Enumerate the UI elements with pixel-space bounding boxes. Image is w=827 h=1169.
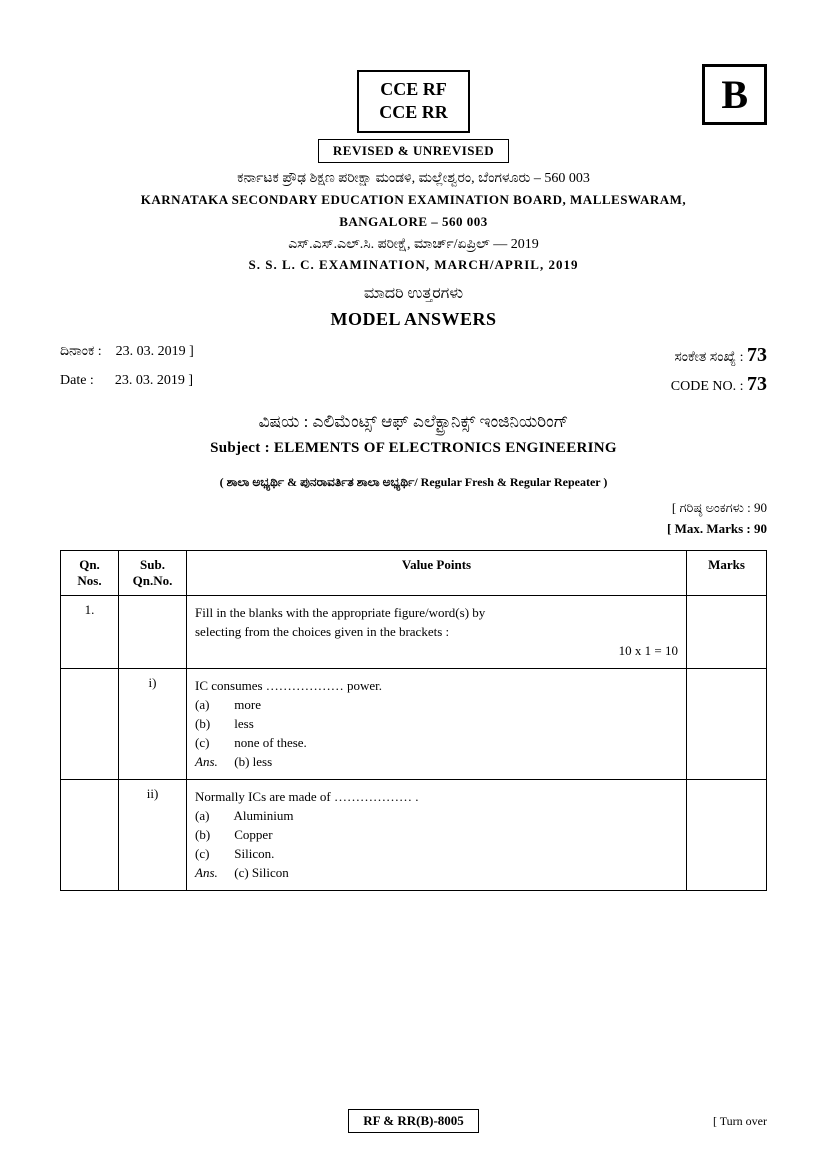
answer-row: Ans. (b) less xyxy=(195,754,678,770)
kn-board: ಕರ್ನಾಟಕ ಪ್ರೌಢ ಶಿಕ್ಷಣ ಪರೀಕ್ಷಾ ಮಂಡಳಿ, ಮಲ್ಲ… xyxy=(60,171,767,187)
regular-line: ( ಶಾಲಾ ಅಭ್ಯರ್ಥಿ & ಪುನರಾವರ್ತಿತ ಶಾಲಾ ಅಭ್ಯರ… xyxy=(60,475,767,490)
table-row: ii) Normally ICs are made of ……………… . (a… xyxy=(61,779,767,890)
cell-vp: Normally ICs are made of ……………… . (a) Al… xyxy=(187,779,687,890)
kn-date-value: 23. 03. 2019 ] xyxy=(116,344,194,359)
kn-date: ದಿನಾಂಕ : 23. 03. 2019 ] xyxy=(60,344,194,367)
en-max-marks: [ Max. Marks : 90 xyxy=(60,519,767,540)
option-value: Copper xyxy=(234,827,272,842)
th-marks: Marks xyxy=(687,550,767,595)
en-code-label: CODE NO. : xyxy=(671,379,744,394)
turn-over: [ Turn over xyxy=(713,1114,767,1129)
en-subject: Subject : ELEMENTS OF ELECTRONICS ENGINE… xyxy=(60,440,767,457)
option-key: (a) xyxy=(195,697,231,713)
kn-model: ಮಾದರಿ ಉತ್ತರಗಳು xyxy=(60,285,767,303)
option-key: (b) xyxy=(195,827,231,843)
cell-vp: IC consumes ……………… power. (a) more (b) l… xyxy=(187,668,687,779)
answer-label: Ans. xyxy=(195,865,231,881)
cell-sub xyxy=(119,595,187,668)
cell-qn xyxy=(61,668,119,779)
option-key: (a) xyxy=(195,808,231,824)
en-code: CODE NO. : 73 xyxy=(671,373,767,396)
question-stem: Normally ICs are made of ……………… . xyxy=(195,789,678,805)
cce-line-1: CCE RF xyxy=(379,78,448,101)
en-code-value: 73 xyxy=(747,373,767,395)
table-header-row: Qn.Nos. Sub.Qn.No. Value Points Marks xyxy=(61,550,767,595)
option-row: (c) none of these. xyxy=(195,735,678,751)
marks-block: [ ಗರಿಷ್ಠ ಅಂಕಗಳು : 90 [ Max. Marks : 90 xyxy=(60,498,767,540)
option-row: (a) Aluminium xyxy=(195,808,678,824)
th-qn: Qn.Nos. xyxy=(61,550,119,595)
option-row: (a) more xyxy=(195,697,678,713)
cell-sub: i) xyxy=(119,668,187,779)
kn-code-value: 73 xyxy=(747,344,767,366)
date-row-en: Date : 23. 03. 2019 ] CODE NO. : 73 xyxy=(60,373,767,396)
option-row: (b) less xyxy=(195,716,678,732)
option-row: (b) Copper xyxy=(195,827,678,843)
table-row: 1. Fill in the blanks with the appropria… xyxy=(61,595,767,668)
footer-code-box: RF & RR(B)-8005 xyxy=(348,1109,479,1133)
answer-value: (c) Silicon xyxy=(234,865,289,880)
answer-label: Ans. xyxy=(195,754,231,770)
en-date: Date : 23. 03. 2019 ] xyxy=(60,373,193,396)
cell-marks xyxy=(687,779,767,890)
kn-date-label: ದಿನಾಂಕ : xyxy=(60,344,102,359)
cce-box: CCE RF CCE RR xyxy=(357,70,470,133)
option-value: more xyxy=(234,697,261,712)
table-row: i) IC consumes ……………… power. (a) more (b… xyxy=(61,668,767,779)
answer-value: (b) less xyxy=(234,754,272,769)
kn-code: ಸಂಕೇತ ಸಂಖ್ಯೆ : 73 xyxy=(674,344,767,367)
en-board-line1: KARNATAKA SECONDARY EDUCATION EXAMINATIO… xyxy=(60,191,767,209)
cce-line-2: CCE RR xyxy=(379,101,448,124)
question-table: Qn.Nos. Sub.Qn.No. Value Points Marks 1.… xyxy=(60,550,767,891)
en-exam: S. S. L. C. EXAMINATION, MARCH/APRIL, 20… xyxy=(60,257,767,273)
cell-vp: Fill in the blanks with the appropriate … xyxy=(187,595,687,668)
en-date-value: 23. 03. 2019 ] xyxy=(115,373,193,388)
date-row-kn: ದಿನಾಂಕ : 23. 03. 2019 ] ಸಂಕೇತ ಸಂಖ್ಯೆ : 7… xyxy=(60,344,767,367)
footer-row: RF & RR(B)-8005 [ Turn over xyxy=(60,1109,767,1133)
th-vp: Value Points xyxy=(187,550,687,595)
vp-line: selecting from the choices given in the … xyxy=(195,624,678,640)
option-row: (c) Silicon. xyxy=(195,846,678,862)
option-value: Aluminium xyxy=(234,808,294,823)
kn-max-marks: [ ಗರಿಷ್ಠ ಅಂಕಗಳು : 90 xyxy=(60,498,767,519)
th-sub: Sub.Qn.No. xyxy=(119,550,187,595)
en-model: MODEL ANSWERS xyxy=(60,309,767,330)
vp-marks-scheme: 10 x 1 = 10 xyxy=(195,643,678,659)
option-value: none of these. xyxy=(234,735,307,750)
en-date-label: Date : xyxy=(60,373,94,388)
cell-sub: ii) xyxy=(119,779,187,890)
option-key: (c) xyxy=(195,846,231,862)
option-value: less xyxy=(234,716,254,731)
cell-marks xyxy=(687,668,767,779)
cell-marks xyxy=(687,595,767,668)
cell-qn xyxy=(61,779,119,890)
revised-box: REVISED & UNREVISED xyxy=(318,139,509,163)
option-value: Silicon. xyxy=(234,846,274,861)
en-board-line2: BANGALORE – 560 003 xyxy=(60,213,767,231)
cell-qn: 1. xyxy=(61,595,119,668)
kn-exam: ಎಸ್.ಎಸ್.ಎಲ್.ಸಿ. ಪರೀಕ್ಷೆ, ಮಾರ್ಚ್/ಏಪ್ರಿಲ್ … xyxy=(60,237,767,253)
header-row: CCE RF CCE RR B xyxy=(60,70,767,133)
question-stem: IC consumes ……………… power. xyxy=(195,678,678,694)
kn-subject: ವಿಷಯ : ಎಲಿಮೆಂಟ್ಸ್ ಆಫ್ ಎಲೆಕ್ಟ್ರಾನಿಕ್ಸ್ ಇಂ… xyxy=(60,412,767,432)
option-key: (c) xyxy=(195,735,231,751)
option-key: (b) xyxy=(195,716,231,732)
vp-line: Fill in the blanks with the appropriate … xyxy=(195,605,678,621)
answer-row: Ans. (c) Silicon xyxy=(195,865,678,881)
kn-code-label: ಸಂಕೇತ ಸಂಖ್ಯೆ : xyxy=(674,350,743,365)
variant-box: B xyxy=(702,64,767,125)
